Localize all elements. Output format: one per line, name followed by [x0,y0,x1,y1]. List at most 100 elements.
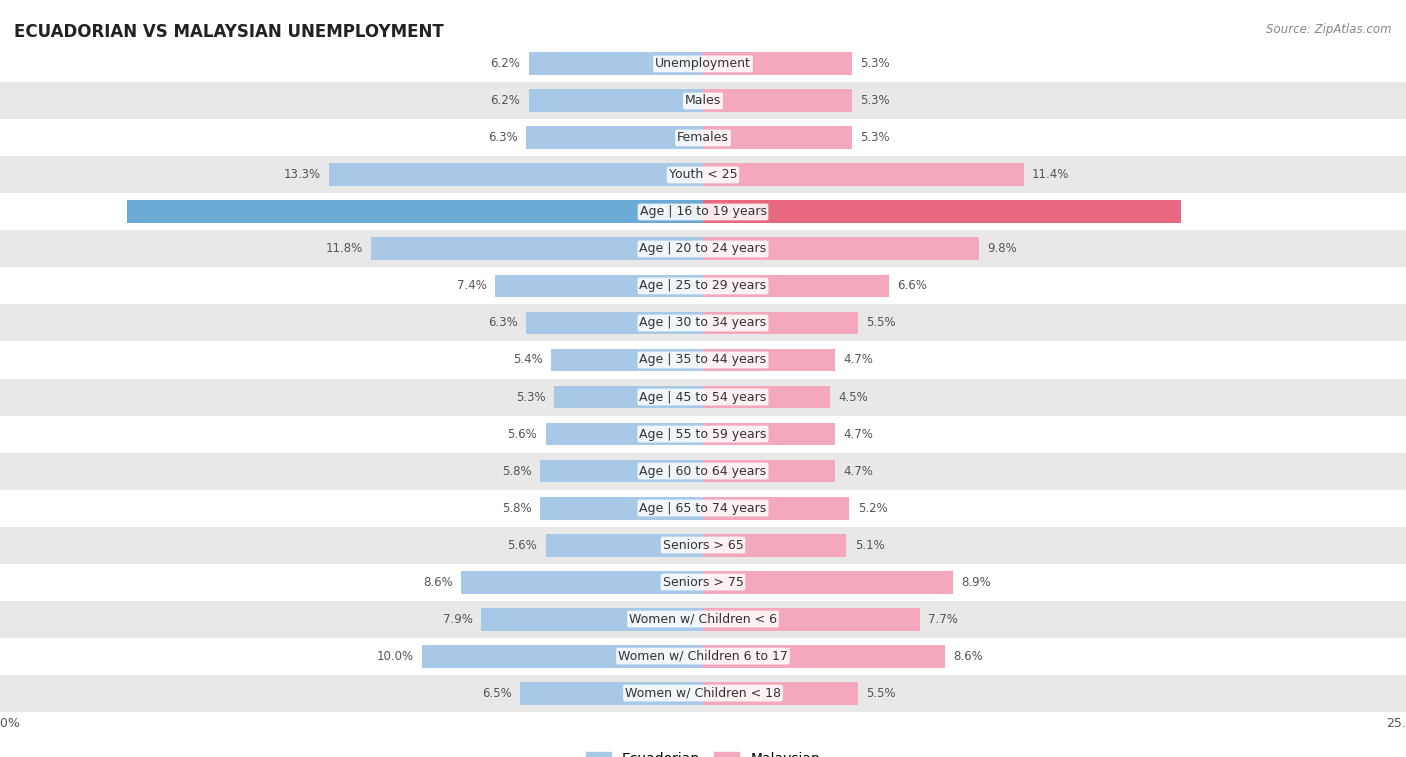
Text: 5.3%: 5.3% [516,391,546,403]
Text: 6.2%: 6.2% [491,58,520,70]
Text: 5.3%: 5.3% [860,132,890,145]
Text: 6.3%: 6.3% [488,316,517,329]
Bar [0,527,1406,563]
Bar [703,238,979,260]
Text: Seniors > 65: Seniors > 65 [662,538,744,552]
Text: Age | 55 to 59 years: Age | 55 to 59 years [640,428,766,441]
Bar [0,416,1406,453]
Text: Unemployment: Unemployment [655,58,751,70]
Text: 4.7%: 4.7% [844,428,873,441]
Bar [703,275,889,298]
Text: Age | 65 to 74 years: Age | 65 to 74 years [640,502,766,515]
Text: 5.3%: 5.3% [860,58,890,70]
Text: 6.6%: 6.6% [897,279,927,292]
Bar [703,89,852,112]
Text: 5.8%: 5.8% [502,465,531,478]
Text: 5.5%: 5.5% [866,316,896,329]
Text: Males: Males [685,95,721,107]
Bar [0,230,1406,267]
Bar [540,459,703,482]
Bar [0,83,1406,120]
Text: 4.7%: 4.7% [844,354,873,366]
Text: Women w/ Children < 6: Women w/ Children < 6 [628,612,778,625]
Bar [0,674,1406,712]
Text: 5.5%: 5.5% [866,687,896,699]
Text: Age | 30 to 34 years: Age | 30 to 34 years [640,316,766,329]
Text: 13.3%: 13.3% [284,169,321,182]
Text: 4.5%: 4.5% [838,391,868,403]
Text: 5.2%: 5.2% [858,502,887,515]
Bar [520,681,703,705]
Bar [703,571,953,593]
Text: 7.4%: 7.4% [457,279,486,292]
Text: 8.6%: 8.6% [953,650,983,662]
Bar [703,126,852,149]
Text: 8.6%: 8.6% [423,575,453,588]
Text: 5.6%: 5.6% [508,538,537,552]
Bar [540,497,703,519]
Text: Age | 25 to 29 years: Age | 25 to 29 years [640,279,766,292]
Bar [703,201,1181,223]
Text: 6.2%: 6.2% [491,95,520,107]
Text: Seniors > 75: Seniors > 75 [662,575,744,588]
Bar [526,126,703,149]
Text: 8.9%: 8.9% [962,575,991,588]
Text: 7.9%: 7.9% [443,612,472,625]
Text: Women w/ Children < 18: Women w/ Children < 18 [626,687,780,699]
Bar [703,681,858,705]
Bar [0,341,1406,378]
Bar [546,422,703,445]
Text: Age | 45 to 54 years: Age | 45 to 54 years [640,391,766,403]
Text: 5.8%: 5.8% [502,502,531,515]
Text: 20.5%: 20.5% [651,205,692,219]
Bar [0,490,1406,527]
Text: Source: ZipAtlas.com: Source: ZipAtlas.com [1267,23,1392,36]
Bar [481,608,703,631]
Text: 17.0%: 17.0% [714,205,755,219]
Text: 5.1%: 5.1% [855,538,884,552]
Bar [329,164,703,186]
Text: 6.5%: 6.5% [482,687,512,699]
Bar [703,52,852,76]
Bar [0,600,1406,637]
Bar [0,378,1406,416]
Text: Age | 35 to 44 years: Age | 35 to 44 years [640,354,766,366]
Bar [0,304,1406,341]
Bar [703,348,835,372]
Text: 5.3%: 5.3% [860,95,890,107]
Text: 11.8%: 11.8% [326,242,363,255]
Bar [703,312,858,335]
Bar [703,385,830,409]
Bar [703,608,920,631]
Bar [703,459,835,482]
Bar [554,385,703,409]
Bar [422,645,703,668]
Bar [703,497,849,519]
Text: Females: Females [678,132,728,145]
Bar [703,645,945,668]
Text: 6.3%: 6.3% [488,132,517,145]
Legend: Ecuadorian, Malaysian: Ecuadorian, Malaysian [581,746,825,757]
Bar [551,348,703,372]
Text: 5.4%: 5.4% [513,354,543,366]
Bar [703,422,835,445]
Text: 10.0%: 10.0% [377,650,413,662]
Text: ECUADORIAN VS MALAYSIAN UNEMPLOYMENT: ECUADORIAN VS MALAYSIAN UNEMPLOYMENT [14,23,444,41]
Bar [703,164,1024,186]
Bar [0,453,1406,490]
Bar [0,563,1406,600]
Text: 11.4%: 11.4% [1032,169,1070,182]
Text: Women w/ Children 6 to 17: Women w/ Children 6 to 17 [619,650,787,662]
Bar [0,267,1406,304]
Text: 7.7%: 7.7% [928,612,957,625]
Text: 9.8%: 9.8% [987,242,1017,255]
Bar [495,275,703,298]
Bar [703,534,846,556]
Bar [0,120,1406,157]
Text: Age | 60 to 64 years: Age | 60 to 64 years [640,465,766,478]
Text: Youth < 25: Youth < 25 [669,169,737,182]
Bar [546,534,703,556]
Bar [0,45,1406,83]
Bar [0,157,1406,194]
Bar [529,89,703,112]
